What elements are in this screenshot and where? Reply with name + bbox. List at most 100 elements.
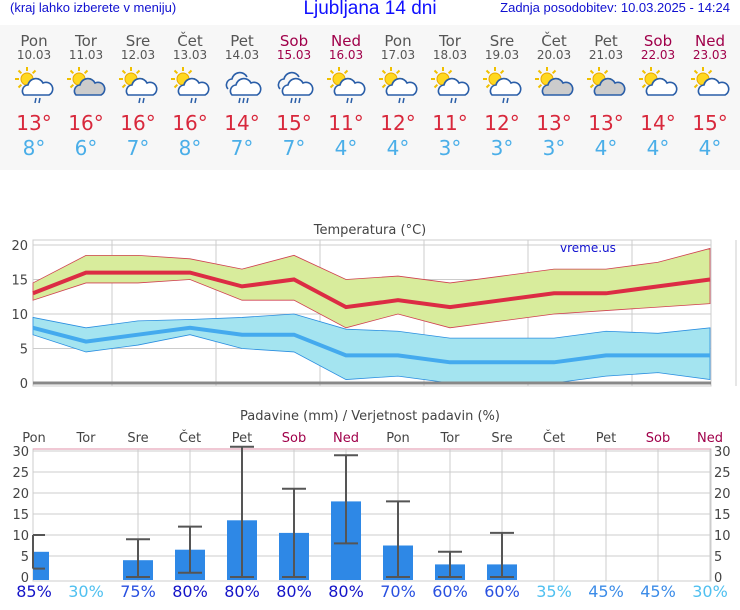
min-temp-line bbox=[32, 325, 710, 365]
precip-probability: 70% bbox=[380, 582, 416, 600]
sun-cloud-icon bbox=[580, 67, 632, 105]
precip-probability: 30% bbox=[68, 582, 104, 600]
sun-cloud-icon bbox=[528, 67, 580, 105]
daily-forecast-strip bbox=[0, 25, 740, 170]
day-date: 17.03 bbox=[380, 48, 416, 62]
last-update: Zadnja posodobitev: 10.03.2025 - 14:24 bbox=[500, 0, 730, 15]
y-tick-label-right: 15 bbox=[714, 508, 731, 523]
min-temp: 4° bbox=[698, 136, 722, 160]
min-temp: 3° bbox=[542, 136, 566, 160]
precip-probability: 60% bbox=[484, 582, 520, 600]
day-label: Pon bbox=[386, 431, 410, 446]
day-label: Sob bbox=[282, 431, 306, 446]
y-tick-label: 20 bbox=[12, 487, 29, 502]
temperature-chart-title: Temperatura (°C) bbox=[313, 223, 426, 238]
y-tick-label-right: 10 bbox=[714, 529, 731, 544]
precip-chart-title: Padavine (mm) / Verjetnost padavin (%) bbox=[240, 409, 500, 424]
day-name: Sob bbox=[643, 32, 673, 50]
min-temp: 7° bbox=[282, 136, 306, 160]
y-tick-label-right: 5 bbox=[714, 550, 722, 565]
day-column: Sob 22.03 14° 4° bbox=[632, 25, 684, 161]
day-date: 18.03 bbox=[432, 48, 468, 62]
day-column: Pon 17.03 12° 4° bbox=[372, 25, 424, 161]
day-name: Sre bbox=[489, 32, 515, 50]
temperature-chart: Temperatura (°C) 0 5 10 15 20 vreme.us bbox=[11, 223, 737, 392]
day-name: Čet bbox=[177, 32, 203, 50]
day-date: 13.03 bbox=[172, 48, 208, 62]
sun-cloud-light-icon bbox=[684, 67, 736, 105]
day-label: Tor bbox=[75, 431, 96, 446]
y-tick-label: 10 bbox=[11, 308, 28, 323]
day-name: Pon bbox=[20, 32, 48, 50]
day-name: Pon bbox=[384, 32, 412, 50]
precip-probability: 75% bbox=[120, 582, 156, 600]
max-temp: 15° bbox=[692, 111, 728, 135]
precip-probability: 30% bbox=[692, 582, 728, 600]
sun-cloud-light-icon bbox=[632, 67, 684, 105]
day-name: Tor bbox=[439, 32, 461, 50]
max-temp: 12° bbox=[380, 111, 416, 135]
day-label: Čet bbox=[543, 430, 565, 446]
day-label: Čet bbox=[179, 430, 201, 446]
max-temp: 11° bbox=[432, 111, 468, 135]
max-temp: 14° bbox=[224, 111, 260, 135]
max-temp: 14° bbox=[640, 111, 676, 135]
day-date: 10.03 bbox=[16, 48, 52, 62]
day-date: 20.03 bbox=[536, 48, 572, 62]
day-column: Sre 19.03 12° 3° bbox=[476, 25, 528, 161]
day-name: Sre bbox=[125, 32, 151, 50]
precip-bar bbox=[33, 551, 49, 580]
cloud-rain-icon bbox=[268, 67, 320, 105]
max-temp: 11° bbox=[328, 111, 364, 135]
sun-cloud-rain-icon bbox=[320, 67, 372, 105]
sun-cloud-rain-icon bbox=[164, 67, 216, 105]
day-date: 15.03 bbox=[276, 48, 312, 62]
day-column: Ned 23.03 15° 4° bbox=[684, 25, 736, 161]
y-tick-label-right: 0 bbox=[714, 571, 722, 586]
day-label: Pon bbox=[22, 431, 46, 446]
watermark: vreme.us bbox=[560, 241, 616, 255]
max-range-band bbox=[32, 247, 711, 329]
cloud-rain-icon bbox=[216, 67, 268, 105]
day-label: Pet bbox=[232, 431, 252, 446]
day-column: Sre 12.03 16° 7° bbox=[112, 25, 164, 161]
day-column: Pet 21.03 13° 4° bbox=[580, 25, 632, 161]
day-label: Ned bbox=[333, 431, 359, 446]
day-date: 12.03 bbox=[120, 48, 156, 62]
max-temp: 13° bbox=[588, 111, 624, 135]
day-date: 11.03 bbox=[68, 48, 104, 62]
day-label: Sob bbox=[646, 431, 670, 446]
max-temp: 13° bbox=[16, 111, 52, 135]
day-column: Čet 20.03 13° 3° bbox=[528, 25, 580, 161]
day-label: Sre bbox=[127, 431, 148, 446]
day-date: 23.03 bbox=[692, 48, 728, 62]
min-temp: 4° bbox=[646, 136, 670, 160]
day-name: Čet bbox=[541, 32, 567, 50]
day-date: 16.03 bbox=[328, 48, 364, 62]
y-tick-label: 15 bbox=[12, 508, 29, 523]
y-tick-label: 20 bbox=[11, 239, 28, 254]
y-tick-label-right: 30 bbox=[714, 445, 731, 460]
plot-area bbox=[32, 448, 712, 582]
precip-probability: 45% bbox=[640, 582, 676, 600]
precipitation-chart: Padavine (mm) / Verjetnost padavin (%) 0 0… bbox=[12, 409, 731, 600]
y-tick-label: 30 bbox=[12, 445, 29, 460]
y-tick-label: 0 bbox=[20, 377, 28, 392]
day-date: 22.03 bbox=[640, 48, 676, 62]
min-temp: 7° bbox=[126, 136, 150, 160]
min-temp: 4° bbox=[594, 136, 618, 160]
max-temp-line bbox=[32, 270, 711, 310]
day-name: Pet bbox=[230, 32, 254, 50]
day-name: Ned bbox=[695, 32, 725, 50]
day-label: Tor bbox=[439, 431, 460, 446]
min-temp: 3° bbox=[490, 136, 514, 160]
precip-probability: 45% bbox=[588, 582, 624, 600]
day-column: Pon 10.03 13° 8° bbox=[8, 25, 60, 161]
day-label: Sre bbox=[491, 431, 512, 446]
day-column: Pet 14.03 14° 7° bbox=[216, 25, 268, 161]
location-hint[interactable]: (kraj lahko izberete v meniju) bbox=[10, 0, 177, 15]
y-tick-label: 0 bbox=[21, 571, 29, 586]
min-temp: 4° bbox=[334, 136, 358, 160]
max-temp: 16° bbox=[172, 111, 208, 135]
y-tick-label-right: 25 bbox=[714, 466, 731, 481]
